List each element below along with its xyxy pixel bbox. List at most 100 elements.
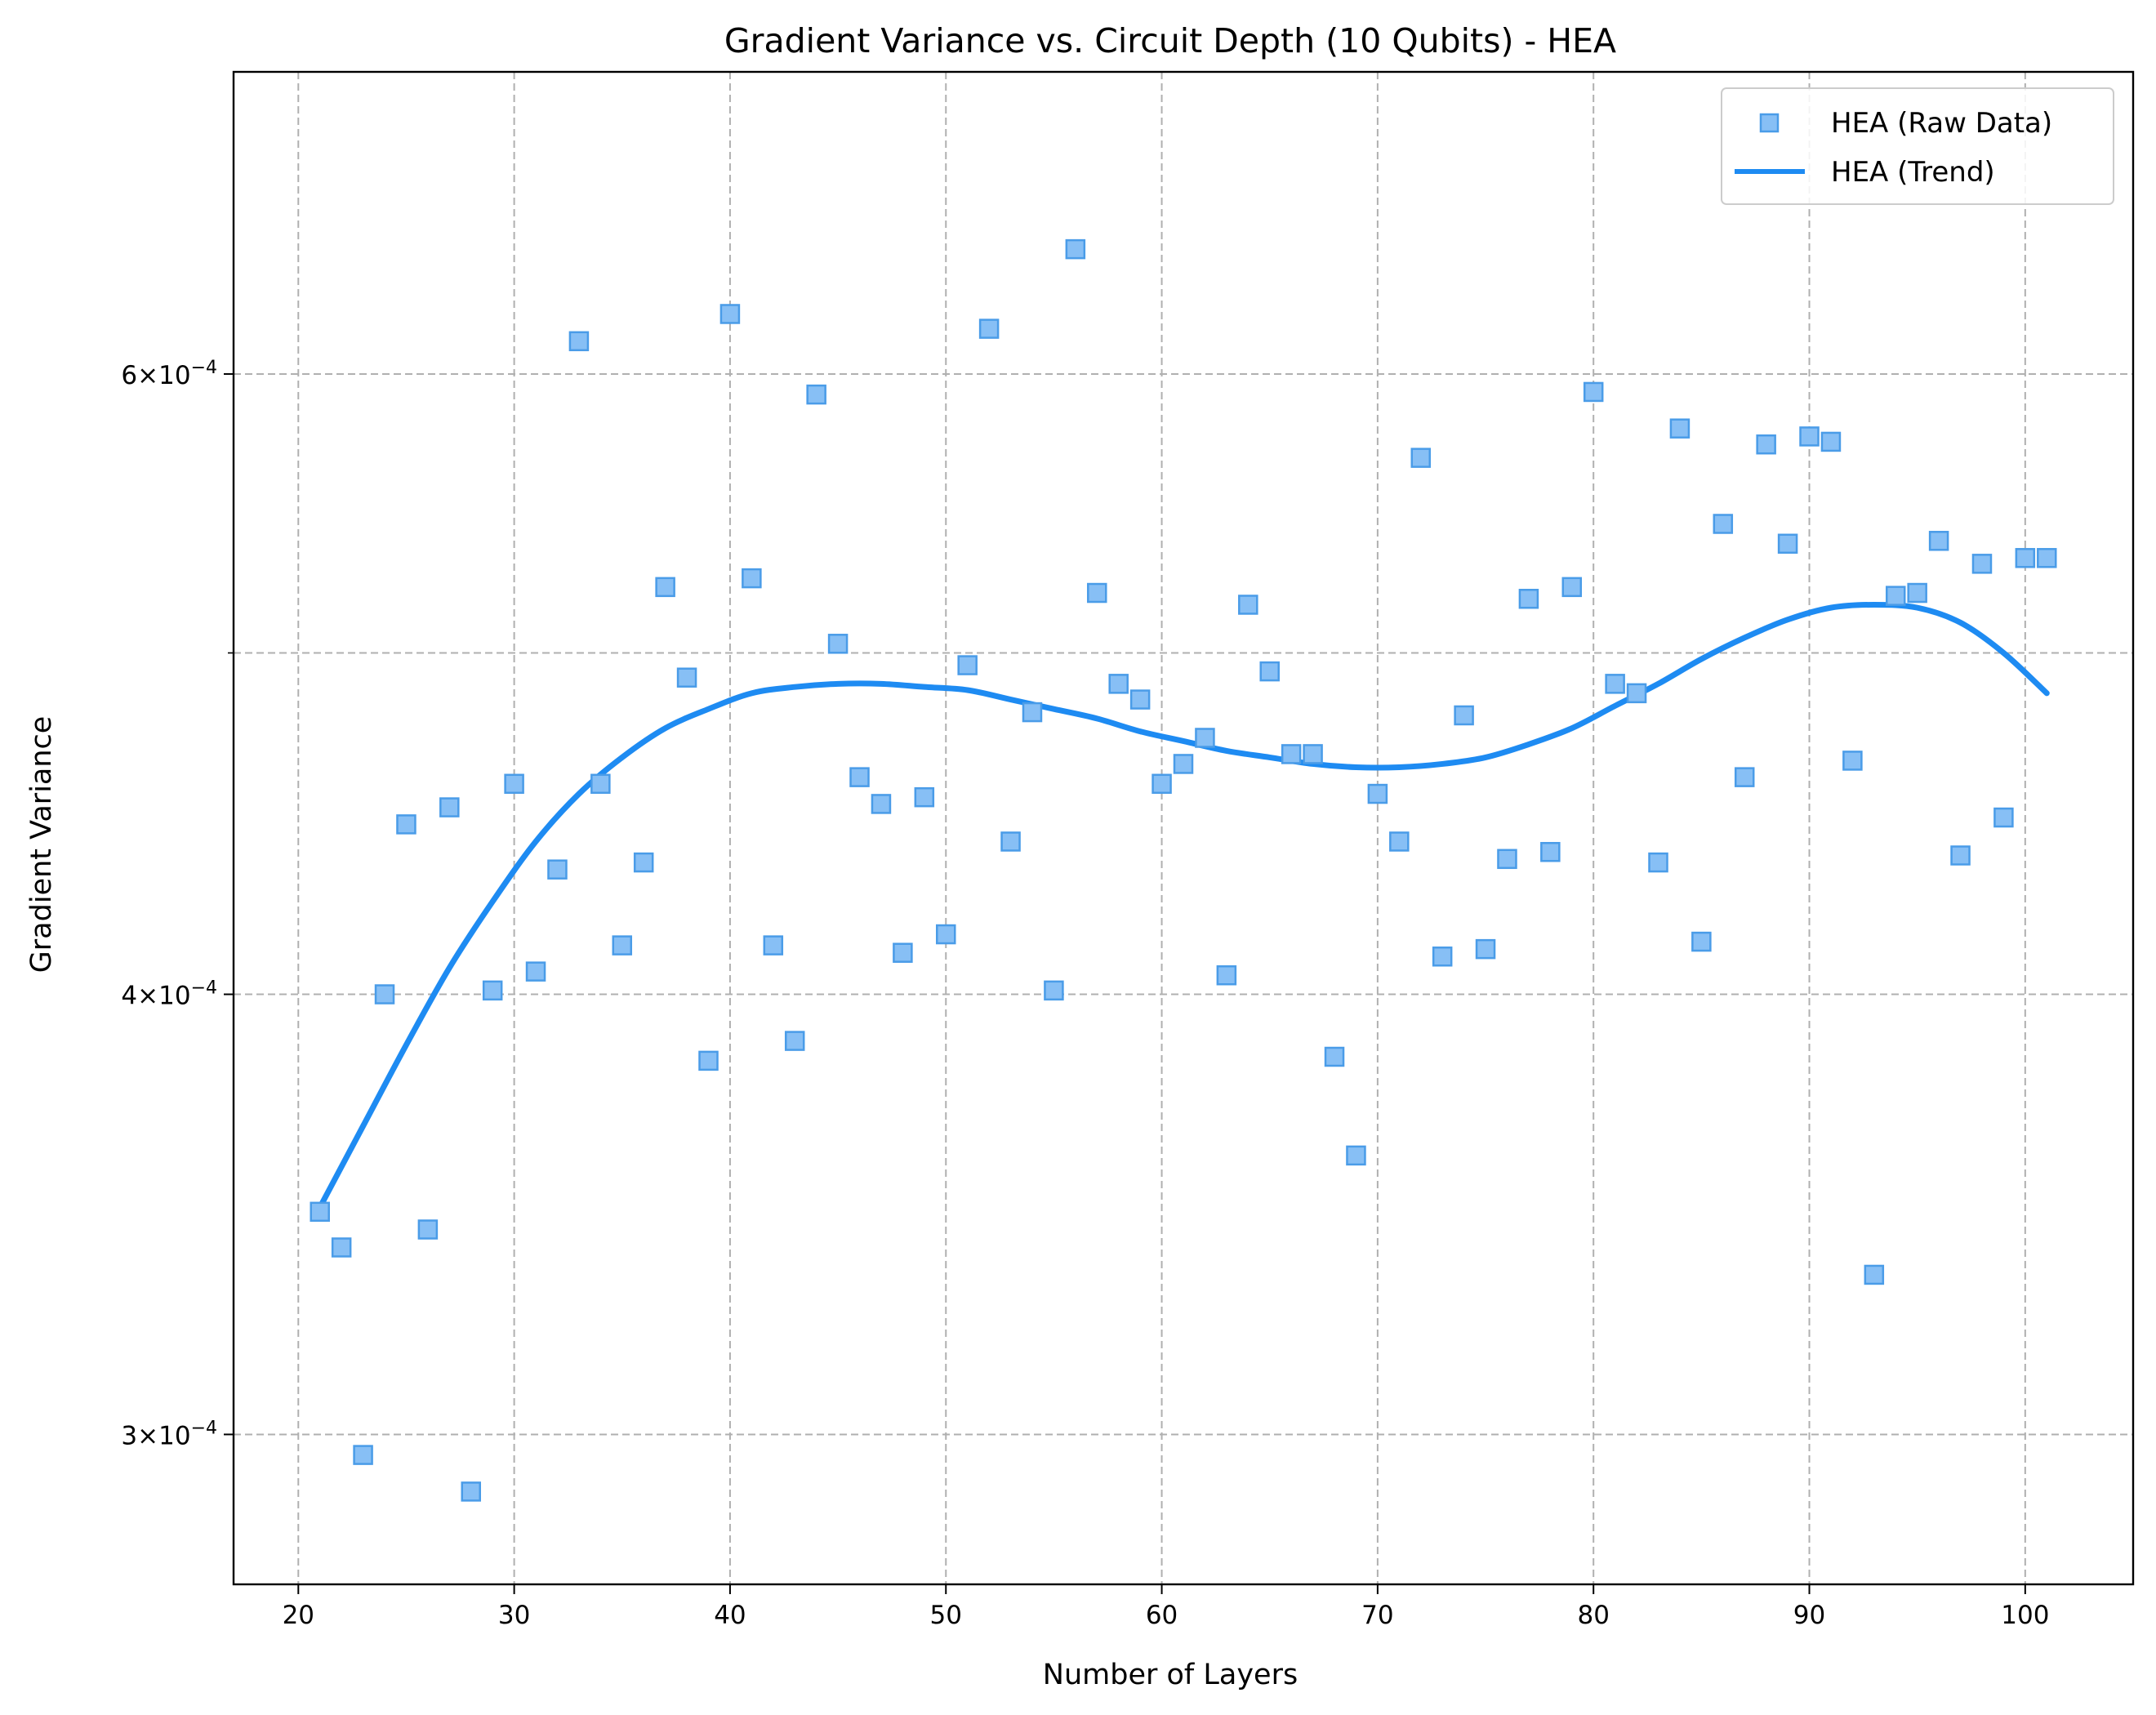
x-tick-label: 20	[283, 1601, 314, 1630]
data-point	[1518, 588, 1539, 609]
y-axis-label: Gradient Variance	[25, 716, 58, 973]
y-axis-ticks: 3×10−4 4×10−4 6×10−4	[121, 358, 234, 1450]
data-point	[1303, 744, 1323, 764]
data-point	[1259, 661, 1280, 682]
data-point	[2037, 548, 2057, 568]
x-tick-label: 50	[930, 1601, 962, 1630]
y-tick-label: 3×10−4	[121, 1418, 217, 1450]
data-point	[1454, 705, 1474, 726]
grid-lines	[234, 72, 2133, 1584]
data-point	[1561, 577, 1583, 598]
data-point	[1713, 514, 1734, 534]
x-axis-ticks: 20 30 40 50 60 70 80 90 100	[283, 1584, 2049, 1630]
data-point	[742, 568, 762, 589]
data-point	[396, 814, 416, 835]
data-point	[849, 767, 870, 787]
data-point	[1540, 841, 1561, 862]
data-point	[1475, 938, 1496, 960]
data-point	[1842, 751, 1863, 771]
data-point	[461, 1481, 481, 1502]
data-point	[504, 773, 524, 795]
data-point	[1367, 783, 1388, 804]
data-point	[1928, 531, 1949, 551]
data-point	[1173, 754, 1194, 774]
chart-title: Gradient Variance vs. Circuit Depth (10 …	[724, 21, 1616, 60]
data-point	[310, 1201, 330, 1223]
data-point	[1777, 533, 1798, 555]
data-point	[893, 942, 913, 963]
data-point	[1950, 845, 1971, 866]
data-point	[417, 1219, 439, 1240]
x-tick-label: 80	[1577, 1601, 1609, 1630]
scatter-points-layer	[310, 238, 2057, 1502]
plot-frame	[232, 70, 2135, 1586]
data-point	[1087, 582, 1107, 604]
data-point	[439, 797, 460, 817]
data-point	[1971, 554, 1993, 574]
trend-line	[317, 601, 2050, 1210]
data-point	[1820, 431, 1842, 452]
data-point	[1626, 683, 1647, 704]
data-point	[1669, 418, 1690, 439]
data-point	[1129, 689, 1151, 710]
data-point	[2015, 548, 2036, 568]
data-point	[936, 924, 956, 945]
data-point	[331, 1237, 352, 1258]
data-point	[1195, 728, 1215, 748]
data-point	[525, 961, 546, 982]
data-point	[1389, 831, 1410, 852]
data-point	[871, 794, 892, 814]
data-point	[547, 859, 568, 880]
data-point	[353, 1445, 373, 1465]
x-tick-label: 30	[498, 1601, 530, 1630]
data-point	[1410, 448, 1431, 468]
y-tick-label: 6×10−4	[121, 358, 217, 390]
data-point	[698, 1050, 719, 1071]
data-point	[1993, 807, 2014, 828]
data-point	[1000, 831, 1021, 852]
data-point	[655, 577, 675, 598]
data-point	[1324, 1046, 1345, 1067]
data-point	[1346, 1145, 1366, 1166]
data-point	[590, 773, 611, 795]
legend-marker-raw-data	[1759, 113, 1780, 133]
data-point	[806, 384, 826, 405]
x-tick-label: 40	[714, 1601, 746, 1630]
data-point	[763, 935, 784, 956]
data-point	[827, 634, 849, 654]
x-tick-label: 100	[2001, 1601, 2049, 1630]
data-point	[1864, 1264, 1885, 1285]
data-point	[719, 304, 741, 324]
data-point	[1886, 586, 1906, 606]
data-point	[1497, 849, 1517, 870]
data-point	[1799, 426, 1820, 447]
data-point	[1648, 852, 1668, 873]
data-point	[1432, 947, 1453, 967]
data-point	[1152, 773, 1172, 795]
data-point	[978, 318, 1000, 339]
data-point	[1065, 238, 1086, 260]
data-point	[568, 331, 590, 352]
data-point	[957, 655, 978, 675]
data-point	[1044, 980, 1064, 1001]
x-tick-label: 60	[1146, 1601, 1178, 1630]
data-point	[1756, 434, 1776, 455]
data-point	[612, 935, 633, 956]
data-point	[676, 667, 697, 688]
legend: HEA (Raw Data) HEA (Trend)	[1721, 87, 2114, 205]
data-point	[1281, 744, 1302, 764]
data-point	[1583, 381, 1604, 403]
y-tick-label: 4×10−4	[121, 978, 217, 1011]
data-point	[1691, 931, 1712, 952]
data-point	[1022, 702, 1043, 723]
data-point	[1605, 674, 1625, 694]
x-tick-label: 70	[1361, 1601, 1393, 1630]
data-point	[1907, 582, 1927, 604]
data-point	[482, 980, 503, 1001]
legend-label-trend: HEA (Trend)	[1831, 156, 1995, 189]
data-point	[784, 1031, 805, 1051]
data-point	[914, 786, 935, 808]
x-axis-label: Number of Layers	[1043, 1659, 1298, 1691]
data-point	[374, 984, 395, 1004]
